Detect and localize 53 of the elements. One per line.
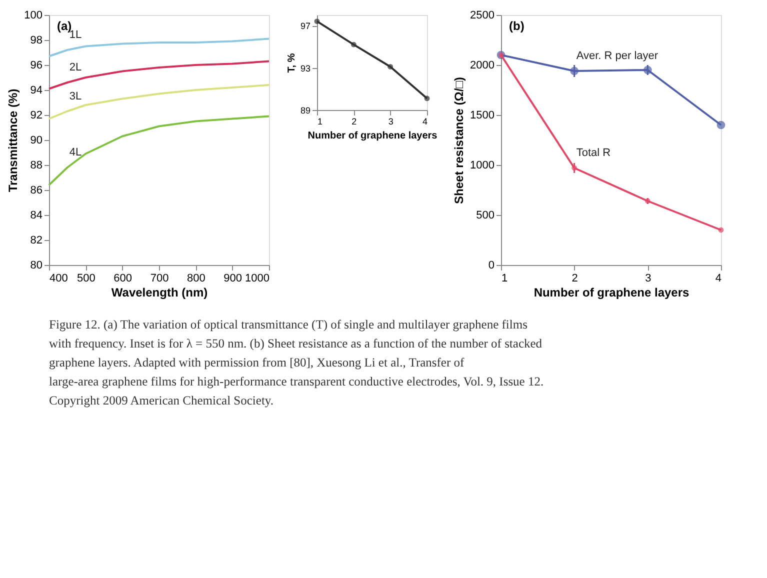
y-tick-label: 93 xyxy=(300,63,310,74)
y-tick-label: 1500 xyxy=(470,110,494,122)
x-tick-label: 3 xyxy=(645,272,652,284)
series-label: 2L xyxy=(69,62,82,74)
y-tick-label: 2000 xyxy=(470,60,494,72)
y-tick-label: 100 xyxy=(24,10,42,22)
x-tick-label: 1 xyxy=(502,272,508,284)
x-tick-label: 1 xyxy=(318,116,323,126)
y-tick-label: 94 xyxy=(30,84,42,96)
x-tick-label: 900 xyxy=(224,272,242,284)
x-tick-label: 500 xyxy=(76,272,96,284)
x-axis-title: Wavelength (nm) xyxy=(111,286,208,300)
y-tick-label: 1000 xyxy=(470,160,494,172)
annotation: (b) xyxy=(509,19,524,33)
x-tick-label: 600 xyxy=(114,272,132,284)
caption: Figure 12. (a) The variation of optical transmittance (T) of single and multilayer graphene films xyxy=(49,318,528,332)
x-tick-label: 700 xyxy=(150,272,169,284)
annotation: (a) xyxy=(57,19,72,33)
y-tick-label: 0 xyxy=(488,260,494,272)
x-tick-label: 4 xyxy=(715,272,722,284)
y-tick-label: 89 xyxy=(300,106,310,116)
x-axis-title: Number of graphene layers xyxy=(534,286,690,300)
y-axis-title: T, % xyxy=(286,53,298,73)
x-tick-label: 2 xyxy=(572,272,578,284)
x-tick-label: 400 xyxy=(50,272,68,284)
y-tick-label: 80 xyxy=(30,260,42,272)
series-label: Total R xyxy=(576,147,611,159)
y-tick-label: 86 xyxy=(30,184,42,196)
x-axis-title: Number of graphene layers xyxy=(308,130,438,142)
y-tick-label: 98 xyxy=(30,34,42,46)
text: Copyright 2009 American Chemical Society. xyxy=(49,394,274,408)
text: large-area graphene films for high-performance transparent conductive electrodes, Vol. 9, Issue 12. xyxy=(49,374,544,388)
y-tick-label: 90 xyxy=(30,134,42,146)
x-tick-label: 3 xyxy=(388,116,394,126)
series-label: 3L xyxy=(69,90,82,102)
y-tick-label: 97 xyxy=(300,21,310,32)
y-tick-label: 82 xyxy=(30,234,42,246)
text: with frequency. Inset is for λ = 550 nm. (b) Sheet resistance as a function of the number of stacked xyxy=(49,336,543,350)
x-tick-label: 1000 xyxy=(245,272,270,284)
text: graphene layers. Adapted with permission from [80], Xuesong Li et al., Transfer of xyxy=(49,356,466,370)
y-tick-label: 92 xyxy=(30,110,42,122)
x-tick-label: 2 xyxy=(352,116,357,126)
y-tick-label: 96 xyxy=(30,60,42,72)
series-label: 4L xyxy=(69,146,82,158)
y-axis-title: Sheet resistance (Ω/□) xyxy=(452,77,466,204)
series-label: Aver. R per layer xyxy=(576,50,658,62)
x-tick-label: 4 xyxy=(422,116,428,126)
y-tick-label: 88 xyxy=(30,160,42,172)
y-tick-label: 500 xyxy=(476,210,494,222)
y-tick-label: 84 xyxy=(30,210,42,222)
y-tick-label: 2500 xyxy=(470,10,494,22)
y-axis-title: Transmittance (%) xyxy=(6,88,20,192)
x-tick-label: 800 xyxy=(186,272,206,284)
